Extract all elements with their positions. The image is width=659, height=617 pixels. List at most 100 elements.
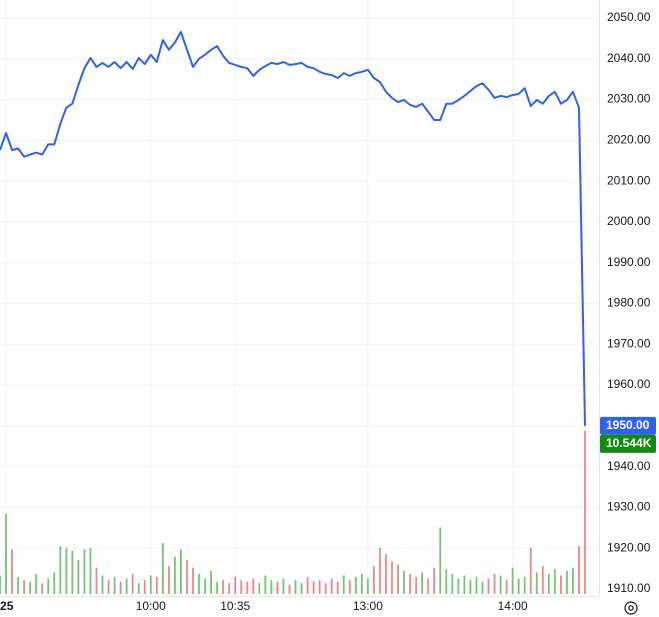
y-tick-label: 1940.00 [607,459,651,473]
volume-bar [288,584,291,594]
volume-bar [421,572,424,594]
volume-bar [535,572,538,594]
volume-bar [385,553,387,594]
volume-bar [294,580,297,594]
volume-bar [173,556,176,594]
volume-bar [222,580,225,594]
volume-bar [415,576,418,594]
volume-bar [192,567,194,594]
volume-bar [379,547,381,594]
volume-bar [451,573,454,594]
volume-bar [566,570,568,594]
volume-bar [318,580,321,594]
volume-bar [312,581,315,594]
volume-bar [505,580,508,594]
settings-core[interactable] [628,605,634,611]
volume-bar [113,576,116,594]
volume-bar [403,570,405,594]
volume-bar [475,576,478,594]
volume-bar [529,547,532,594]
volume-bar [125,578,128,594]
volume-bar [493,573,496,594]
volume-bar [77,559,80,594]
volume-bar [354,576,357,594]
y-tick-label: 2020.00 [607,133,651,147]
y-tick-label: 1960.00 [607,377,651,391]
volume-bar [391,561,393,594]
x-tick-label: 14:00 [498,599,528,613]
volume-bar [95,567,98,594]
volume-bar [216,581,219,594]
volume-bar [409,573,412,594]
volume-bar [107,580,110,594]
volume-bar [143,580,146,594]
price-line [0,30,586,426]
volume-bar [457,578,460,594]
volume-bar [29,581,32,594]
volume-bar [584,431,586,594]
volume-bar [578,546,580,594]
volume-bar [101,575,104,594]
volume-bar [53,572,56,594]
volume-bar [517,578,520,594]
y-tick-label: 2000.00 [607,214,651,228]
volume-bar [324,583,327,594]
volume-bar [282,578,285,594]
volume-bar [41,583,44,594]
volume-bar [71,550,74,594]
y-tick-label: 1970.00 [607,336,651,350]
volume-bar [47,578,50,594]
settings-ring[interactable] [624,601,638,615]
volume-bar [336,581,339,594]
x-tick-label: 25 [0,599,14,613]
volume-bar [330,578,333,594]
volume-bar [149,575,152,594]
volume-bar [210,570,212,594]
volume-bar [499,575,502,594]
volume-bar [204,578,206,594]
x-tick-label: 10:00 [136,599,166,613]
volume-bar [131,573,134,594]
volume-bar [180,549,182,594]
volume-bar [445,569,448,594]
volume-bar [541,566,544,594]
volume-bar [161,542,164,594]
volume-bar [240,580,243,594]
volume-bar [276,581,279,594]
x-tick-label: 10:35 [220,599,250,613]
x-tick-label: 13:00 [353,599,383,613]
volume-bar [59,546,62,594]
volume-bar [397,564,399,594]
volume-bar [427,578,430,594]
volume-bar [547,573,550,594]
volume-bar [252,578,255,594]
volume-bar [559,575,562,594]
price-badge [600,416,656,435]
volume-bar [373,566,375,594]
y-tick-label: 1990.00 [607,255,651,269]
volume-bar [348,580,351,594]
volume-badge-label: 10.544K [606,436,652,450]
volume-bar [35,573,38,594]
y-tick-label: 2010.00 [607,173,651,187]
volume-bar [137,583,140,594]
volume-bar [342,575,345,594]
volume-bar [198,573,200,594]
settings-icon[interactable] [624,601,638,615]
volume-bar [65,547,68,594]
volume-bar [487,578,490,594]
volume-bar [83,549,86,594]
volume-bar [481,581,484,594]
y-tick-label: 2050.00 [607,10,651,24]
volume-bar [511,567,514,594]
volume-bar [463,575,466,594]
volume-bar [11,549,13,594]
volume-bar [270,580,273,594]
price-badge-label: 1950.00 [606,418,650,432]
volume-bar [366,578,369,594]
y-tick-label: 2030.00 [607,92,651,106]
volume-badge [600,434,656,453]
y-tick-label: 1910.00 [607,581,651,595]
grid [0,0,599,596]
